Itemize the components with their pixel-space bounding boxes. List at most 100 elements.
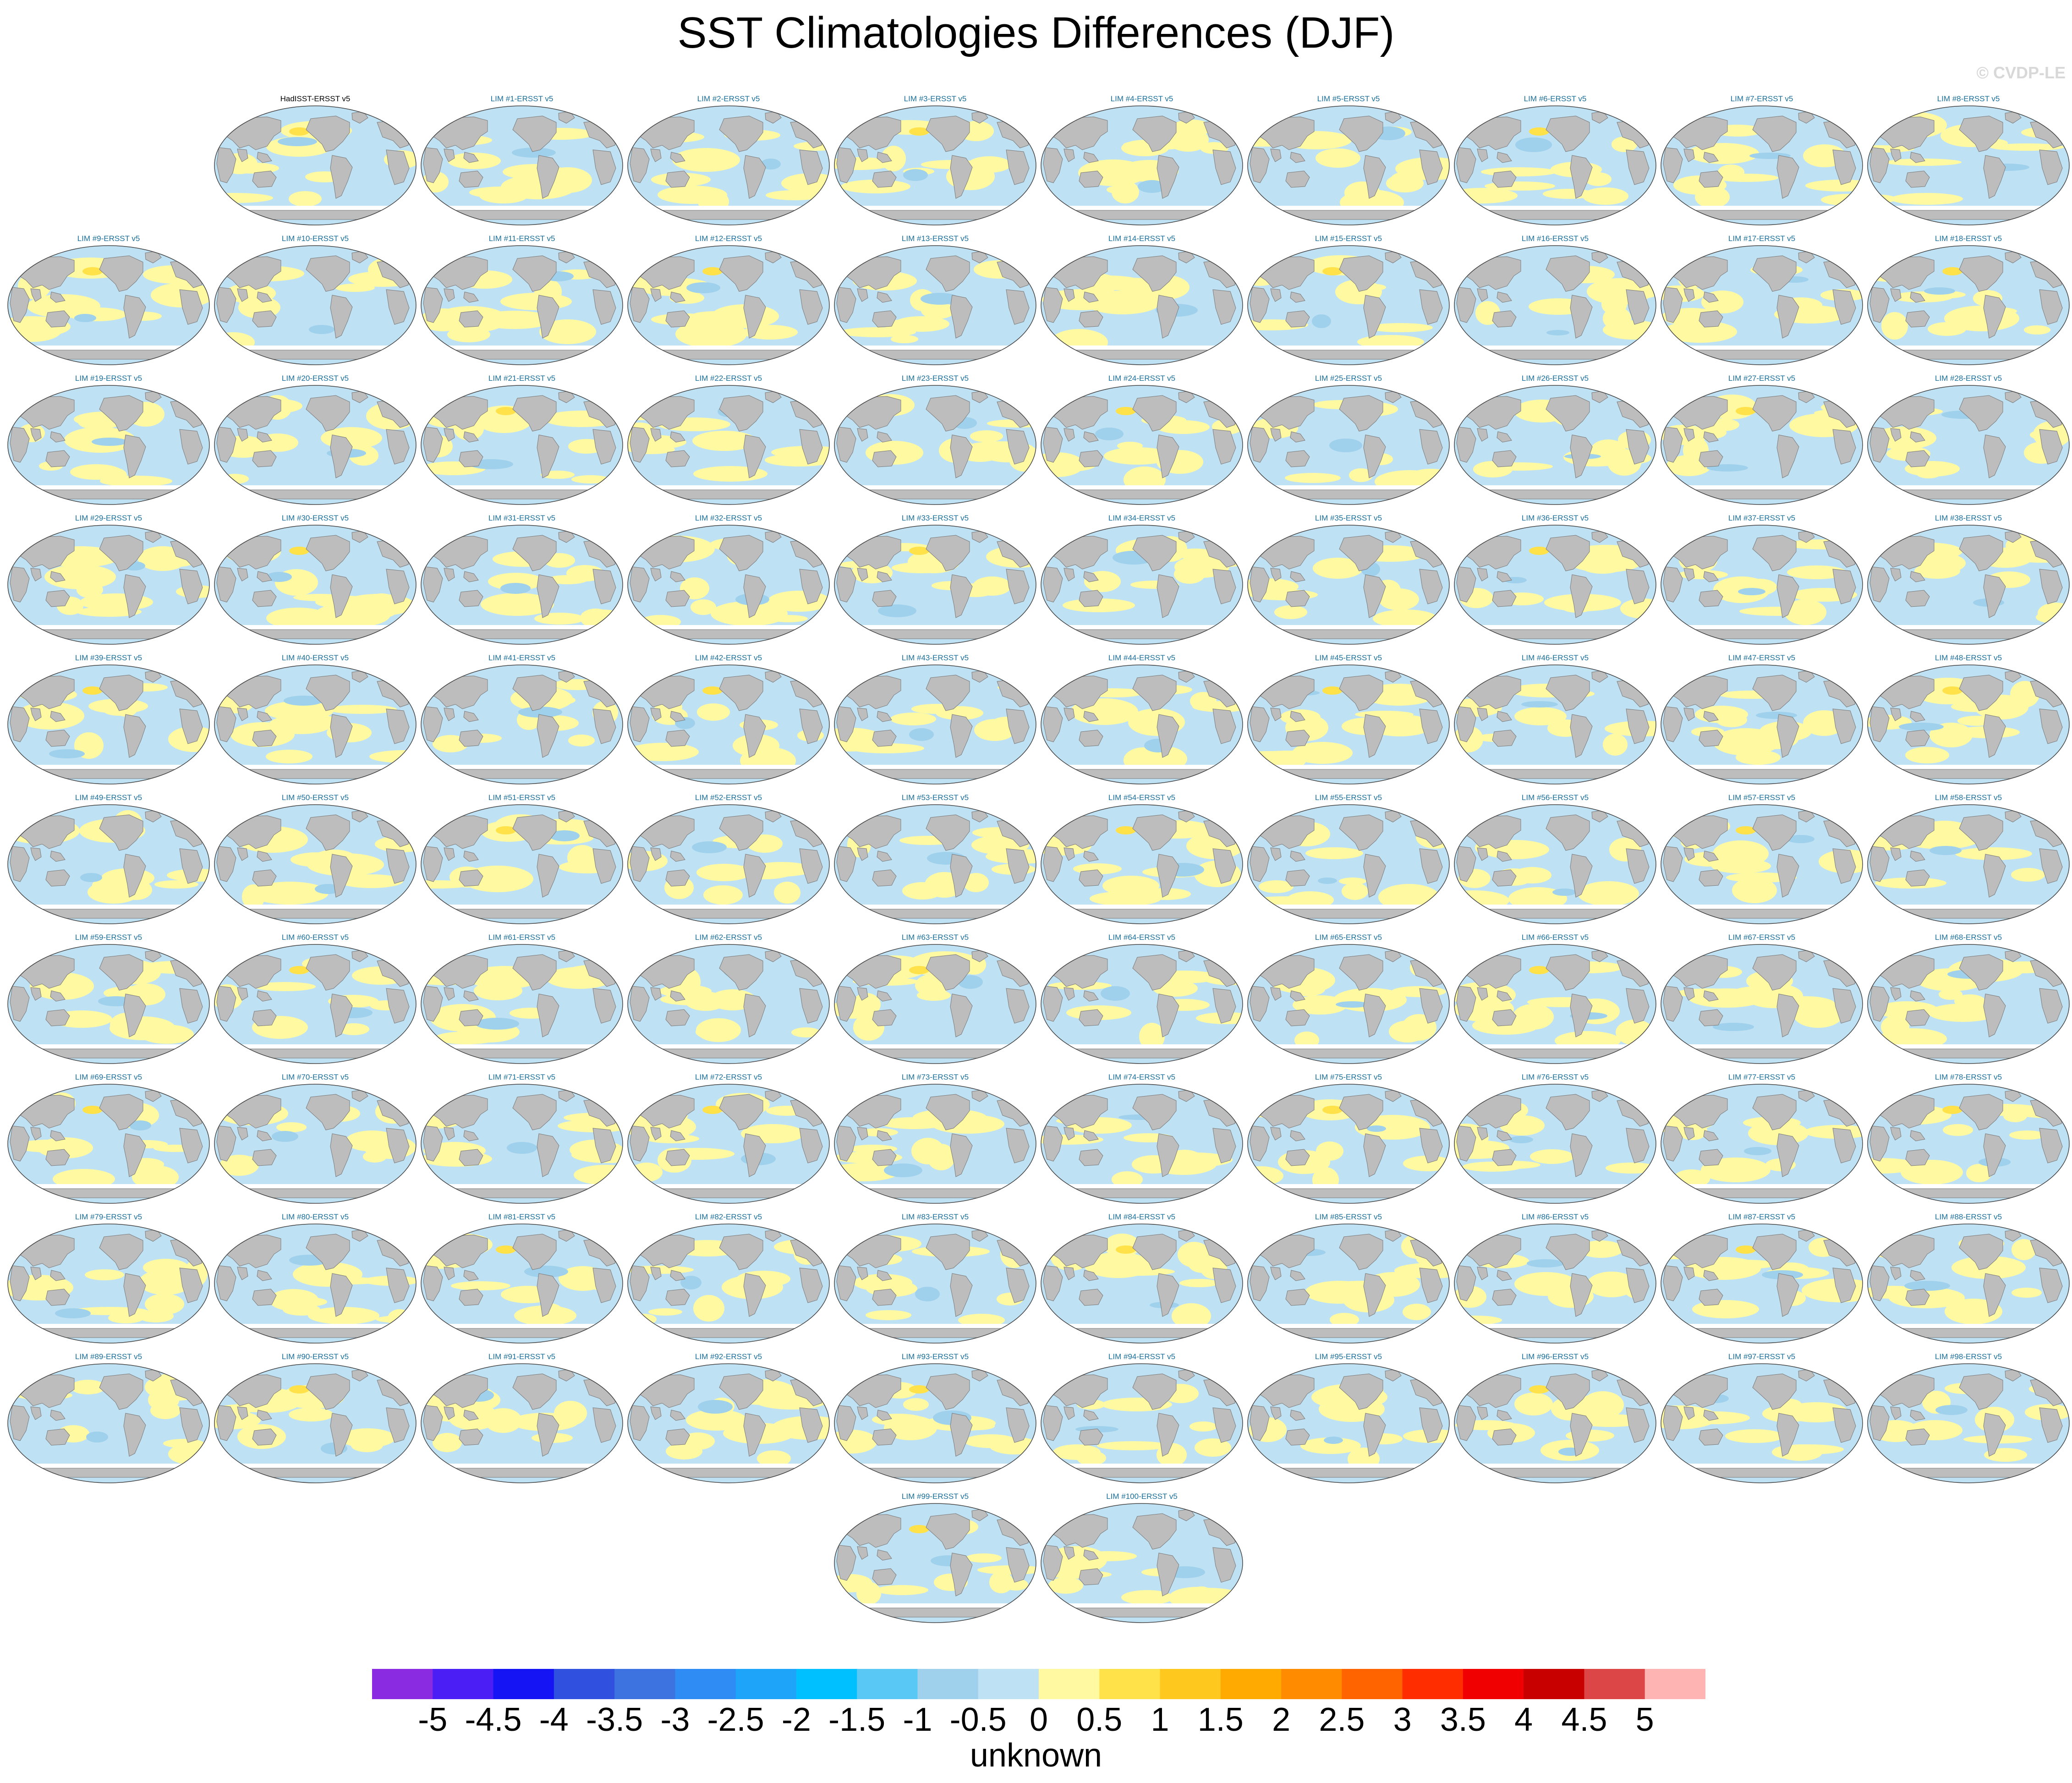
map-panel: LIM #27-ERSST v5 (1659, 373, 1865, 506)
map-panel: LIM #58-ERSST v5 (1865, 793, 2072, 926)
colorbar-tick-label: -1 (903, 1701, 932, 1738)
world-map (421, 245, 623, 365)
map-panel: LIM #98-ERSST v5 (1865, 1352, 2072, 1485)
panel-title: HadISST-ERSST v5 (280, 94, 351, 103)
world-map (834, 1503, 1036, 1623)
world-map (1247, 1084, 1450, 1204)
panel-title: LIM #75-ERSST v5 (1315, 1073, 1382, 1081)
colorbar-tick-label: 2.5 (1319, 1701, 1365, 1738)
panel-title: LIM #90-ERSST v5 (281, 1352, 349, 1361)
colorbar-tick-label: -4 (539, 1701, 569, 1738)
world-map (1454, 1084, 1656, 1204)
map-panel: LIM #91-ERSST v5 (419, 1352, 625, 1485)
panel-title: LIM #92-ERSST v5 (695, 1352, 762, 1361)
world-map (214, 385, 417, 505)
map-panel: LIM #12-ERSST v5 (625, 234, 832, 367)
world-map (627, 1363, 830, 1483)
panel-title: LIM #76-ERSST v5 (1521, 1073, 1589, 1081)
map-panel: LIM #18-ERSST v5 (1865, 234, 2072, 367)
world-map (1247, 804, 1450, 924)
map-panel: LIM #29-ERSST v5 (5, 513, 212, 646)
map-panel: LIM #96-ERSST v5 (1452, 1352, 1658, 1485)
panel-title: LIM #10-ERSST v5 (281, 234, 349, 243)
world-map (421, 804, 623, 924)
world-map (7, 804, 210, 924)
world-map (1661, 1223, 1863, 1344)
map-panel: LIM #1-ERSST v5 (419, 94, 625, 227)
colorbar-tick-label: 0 (1029, 1701, 1048, 1738)
map-panel: LIM #42-ERSST v5 (625, 653, 832, 786)
colorbar-tick-label: -5 (418, 1701, 448, 1738)
colorbar-tick-label: -0.5 (949, 1701, 1007, 1738)
panel-title: LIM #42-ERSST v5 (695, 653, 762, 662)
panel-title: LIM #70-ERSST v5 (281, 1073, 349, 1081)
panel-title: LIM #29-ERSST v5 (75, 514, 143, 522)
map-panel: LIM #3-ERSST v5 (832, 94, 1038, 227)
world-map (1454, 525, 1656, 645)
map-panel: LIM #45-ERSST v5 (1245, 653, 1452, 786)
world-map (1661, 105, 1863, 225)
panel-title: LIM #57-ERSST v5 (1728, 793, 1796, 802)
panel-title: LIM #51-ERSST v5 (488, 793, 556, 802)
world-map (1041, 385, 1243, 505)
panel-title: LIM #7-ERSST v5 (1730, 94, 1793, 103)
colorbar-tick-label: -3 (660, 1701, 690, 1738)
world-map (627, 1084, 830, 1204)
world-map (1661, 1363, 1863, 1483)
world-map (1454, 385, 1656, 505)
panel-title: LIM #61-ERSST v5 (488, 933, 556, 942)
world-map (1661, 525, 1863, 645)
world-map (1041, 944, 1243, 1064)
colorbar-swatch (857, 1669, 918, 1699)
map-panel: LIM #79-ERSST v5 (5, 1212, 212, 1345)
world-map (214, 1363, 417, 1483)
colorbar-swatch (1099, 1669, 1161, 1699)
panel-title: LIM #46-ERSST v5 (1521, 653, 1589, 662)
map-panel: LIM #28-ERSST v5 (1865, 373, 2072, 506)
map-panel: LIM #56-ERSST v5 (1452, 793, 1658, 926)
panel-title: LIM #31-ERSST v5 (488, 514, 556, 522)
map-panel: LIM #64-ERSST v5 (1039, 933, 1245, 1065)
map-panel: LIM #49-ERSST v5 (5, 793, 212, 926)
panel-title: LIM #66-ERSST v5 (1521, 933, 1589, 942)
panel-title: LIM #8-ERSST v5 (1937, 94, 2000, 103)
map-panel: LIM #81-ERSST v5 (419, 1212, 625, 1345)
map-panel: LIM #67-ERSST v5 (1659, 933, 1865, 1065)
panel-title: LIM #30-ERSST v5 (281, 514, 349, 522)
map-panel: LIM #21-ERSST v5 (419, 373, 625, 506)
map-panel: LIM #66-ERSST v5 (1452, 933, 1658, 1065)
map-panel: LIM #80-ERSST v5 (212, 1212, 418, 1345)
map-panel: LIM #84-ERSST v5 (1039, 1212, 1245, 1345)
map-panel: LIM #69-ERSST v5 (5, 1072, 212, 1205)
panel-title: LIM #88-ERSST v5 (1935, 1212, 2002, 1221)
colorbar-tick-label: -2.5 (707, 1701, 764, 1738)
panel-title: LIM #79-ERSST v5 (75, 1212, 143, 1221)
map-panel: LIM #76-ERSST v5 (1452, 1072, 1658, 1205)
panel-title: LIM #81-ERSST v5 (488, 1212, 556, 1221)
map-panel: LIM #59-ERSST v5 (5, 933, 212, 1065)
panel-title: LIM #86-ERSST v5 (1521, 1212, 1589, 1221)
panel-title: LIM #41-ERSST v5 (488, 653, 556, 662)
panel-title: LIM #25-ERSST v5 (1315, 374, 1382, 383)
map-panel: LIM #70-ERSST v5 (212, 1072, 418, 1205)
panel-title: LIM #49-ERSST v5 (75, 793, 143, 802)
map-panel: LIM #50-ERSST v5 (212, 793, 418, 926)
panel-title: LIM #83-ERSST v5 (901, 1212, 969, 1221)
map-panel: LIM #87-ERSST v5 (1659, 1212, 1865, 1345)
map-panel: LIM #20-ERSST v5 (212, 373, 418, 506)
world-map (1041, 1084, 1243, 1204)
map-panel: LIM #61-ERSST v5 (419, 933, 625, 1065)
map-panel: LIM #13-ERSST v5 (832, 234, 1038, 367)
panel-title: LIM #71-ERSST v5 (488, 1073, 556, 1081)
world-map (627, 525, 830, 645)
map-panel: LIM #40-ERSST v5 (212, 653, 418, 786)
world-map (7, 245, 210, 365)
map-panel: HadISST-ERSST v5 (212, 94, 418, 227)
colorbar-swatch (554, 1669, 615, 1699)
map-panel: LIM #35-ERSST v5 (1245, 513, 1452, 646)
map-panel: LIM #22-ERSST v5 (625, 373, 832, 506)
world-map (1454, 1223, 1656, 1344)
world-map (214, 664, 417, 785)
panel-title: LIM #5-ERSST v5 (1317, 94, 1380, 103)
